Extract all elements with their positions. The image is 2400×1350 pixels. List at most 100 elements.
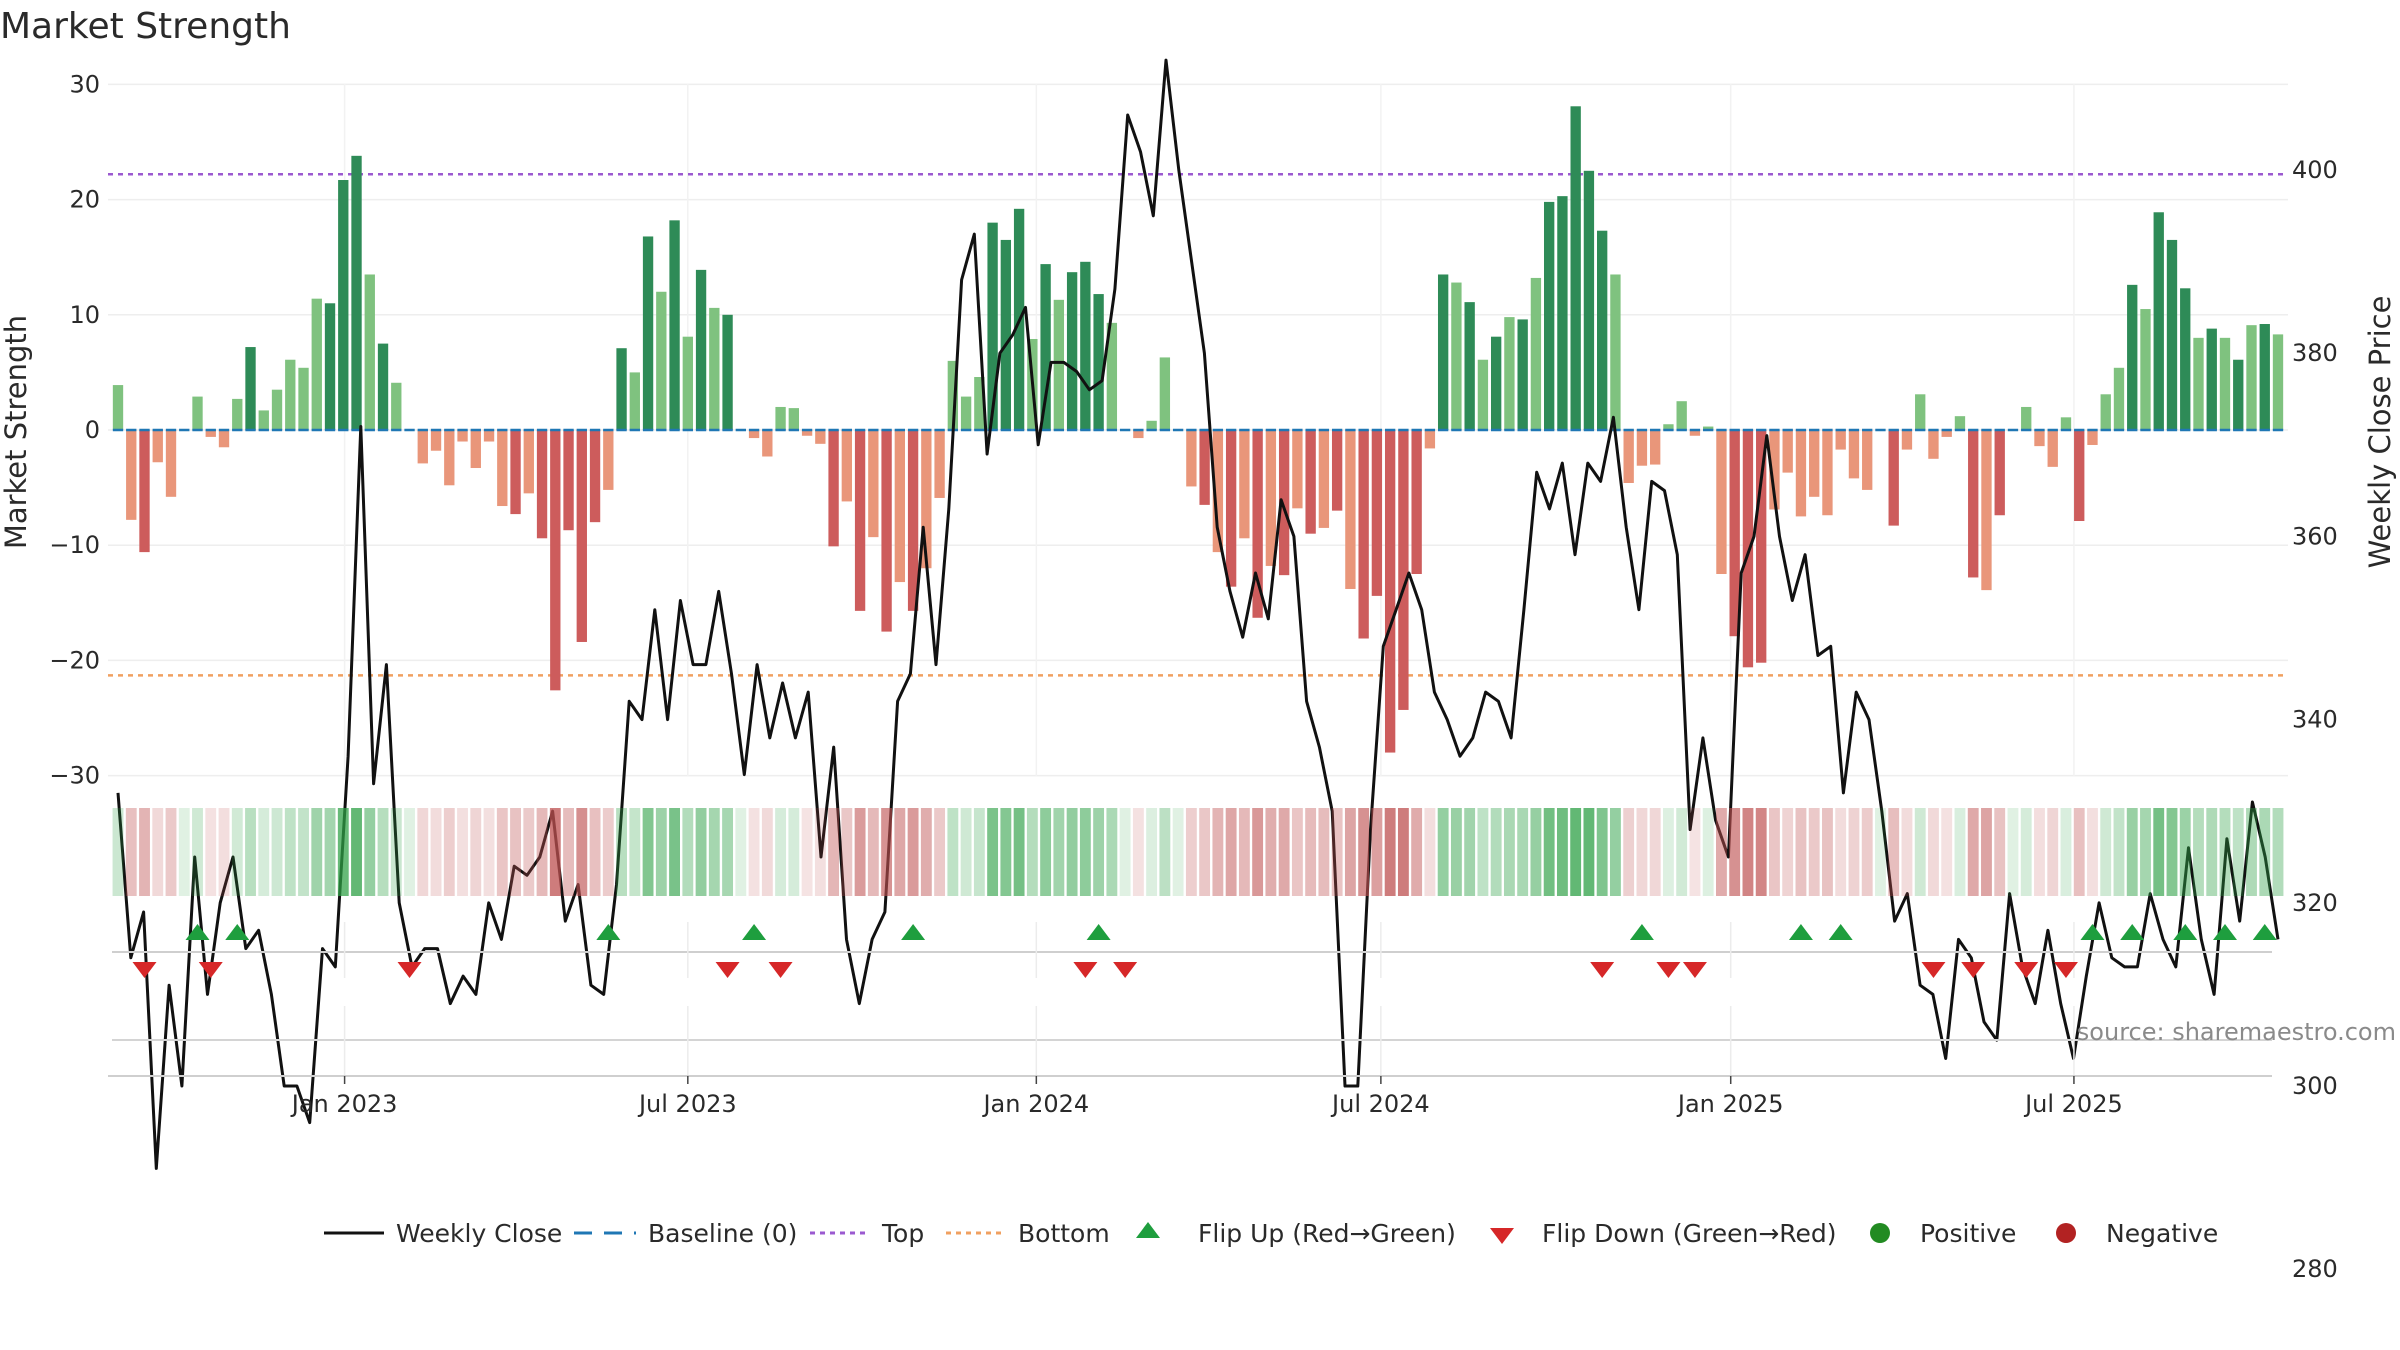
strength-bar [1769, 430, 1780, 510]
heat-cell [470, 808, 482, 896]
strength-bar [722, 314, 733, 430]
flip-up-marker-icon [1788, 924, 1813, 940]
heat-cell [987, 808, 999, 896]
heat-cell [523, 808, 535, 896]
strength-bar [1212, 430, 1224, 553]
heat-cell [457, 808, 468, 896]
regime-heat-strip [112, 808, 2284, 896]
legend-item-flip-down[interactable]: Flip Down (Green→Red) [1490, 1219, 1837, 1248]
heat-cell [2007, 808, 2019, 896]
x-axis-ticks: Jan 2023 Jul 2023 Jan 2024 Jul 2024 Jan 2025… [290, 1076, 2123, 1118]
heat-cell [1848, 808, 1860, 896]
heat-cell [589, 808, 601, 896]
right-axis-ticks: 400 380 360 340 320 300 280 [2292, 156, 2338, 1283]
legend: Weekly Close Baseline (0) Top Bottom Fli… [324, 1219, 2218, 1248]
heat-cell [1795, 808, 1807, 896]
heat-cell [1225, 808, 1237, 896]
strength-bar [934, 430, 945, 498]
heat-cell [417, 808, 429, 896]
flip-down-marker-icon [768, 962, 793, 978]
heat-cell [2232, 808, 2244, 896]
heat-cell [1503, 808, 1515, 896]
legend-item-bottom[interactable]: Bottom [946, 1219, 1110, 1248]
heat-cell [2272, 808, 2284, 896]
legend-item-weekly-close[interactable]: Weekly Close [324, 1219, 562, 1248]
strength-bar [828, 430, 839, 547]
heat-cell [708, 808, 720, 896]
heat-cell [828, 808, 840, 896]
heat-cell [139, 808, 150, 896]
heat-cell [1238, 808, 1250, 896]
heat-cell [1583, 808, 1595, 896]
flip-up-marker-icon [2120, 924, 2145, 940]
heat-cell [1662, 808, 1674, 896]
legend-item-top[interactable]: Top [810, 1219, 924, 1248]
strength-bar [682, 336, 693, 430]
strength-bar [801, 430, 813, 436]
strength-bar [2180, 288, 2191, 430]
heat-cell [1530, 808, 1542, 896]
heat-cell [1331, 808, 1343, 896]
x-tick-label: Jul 2024 [1330, 1090, 1430, 1118]
legend-label-flip-down: Flip Down (Green→Red) [1542, 1219, 1837, 1248]
x-tick-label: Jul 2023 [637, 1090, 737, 1118]
heat-cell [1822, 808, 1833, 896]
legend-item-negative[interactable]: Negative [2056, 1219, 2218, 1248]
strength-bar [338, 180, 349, 430]
strength-bar [1490, 336, 1502, 430]
strength-bar [1159, 357, 1171, 430]
heat-cell [404, 808, 415, 896]
strength-bar [165, 430, 177, 497]
strength-bar [1968, 430, 1979, 578]
heat-cell [1755, 808, 1767, 896]
heat-cell [1941, 808, 1953, 896]
strength-bar [245, 347, 256, 430]
heat-cell [1769, 808, 1780, 896]
left-tick-label: −30 [49, 762, 100, 790]
strength-bar [788, 408, 799, 430]
strength-bar [815, 430, 826, 444]
heat-cell [960, 808, 972, 896]
heat-cell [218, 808, 230, 896]
heat-cell [536, 808, 548, 896]
legend-item-baseline[interactable]: Baseline (0) [574, 1219, 797, 1248]
heat-cell [443, 808, 455, 896]
positive-swatch-icon [1870, 1223, 1890, 1243]
strength-bar [1795, 430, 1807, 517]
heat-cell [2047, 808, 2059, 896]
strength-bar [1040, 264, 1051, 430]
strength-bar [894, 430, 906, 583]
heat-cell [2246, 808, 2257, 896]
heat-cell [258, 808, 270, 896]
strength-bar [2140, 309, 2151, 430]
strength-bar [1437, 274, 1449, 430]
heat-cell [2100, 808, 2112, 896]
strength-bar [1265, 430, 1277, 566]
strength-bar [2047, 430, 2058, 467]
strength-bar [907, 430, 919, 611]
heat-cell [2153, 808, 2165, 896]
flip-down-marker-icon [1682, 962, 1707, 978]
flip-up-marker-icon [1086, 924, 1111, 940]
flip-down-marker-icon [1113, 962, 1138, 978]
strength-bar [947, 360, 959, 430]
strength-bar [391, 382, 402, 430]
flip-down-marker-icon [132, 962, 157, 978]
legend-label-baseline: Baseline (0) [648, 1219, 797, 1248]
heat-cell [1464, 808, 1476, 896]
flip-up-marker-icon [2212, 924, 2237, 940]
legend-item-flip-up[interactable]: Flip Up (Red→Green) [1136, 1219, 1456, 1248]
strength-bar [126, 430, 137, 520]
heat-cell [2140, 808, 2151, 896]
strength-bar [1318, 430, 1330, 528]
strength-bar [2193, 337, 2204, 430]
strength-bar [1676, 401, 1687, 430]
strength-bar [1517, 319, 1528, 430]
strength-bar [1252, 430, 1263, 618]
strength-bar [1384, 430, 1396, 753]
heat-cell [1689, 808, 1701, 896]
heat-cell [563, 808, 574, 896]
legend-item-positive[interactable]: Positive [1870, 1219, 2016, 1248]
heat-cell [1888, 808, 1900, 896]
strength-bar [1756, 430, 1767, 663]
